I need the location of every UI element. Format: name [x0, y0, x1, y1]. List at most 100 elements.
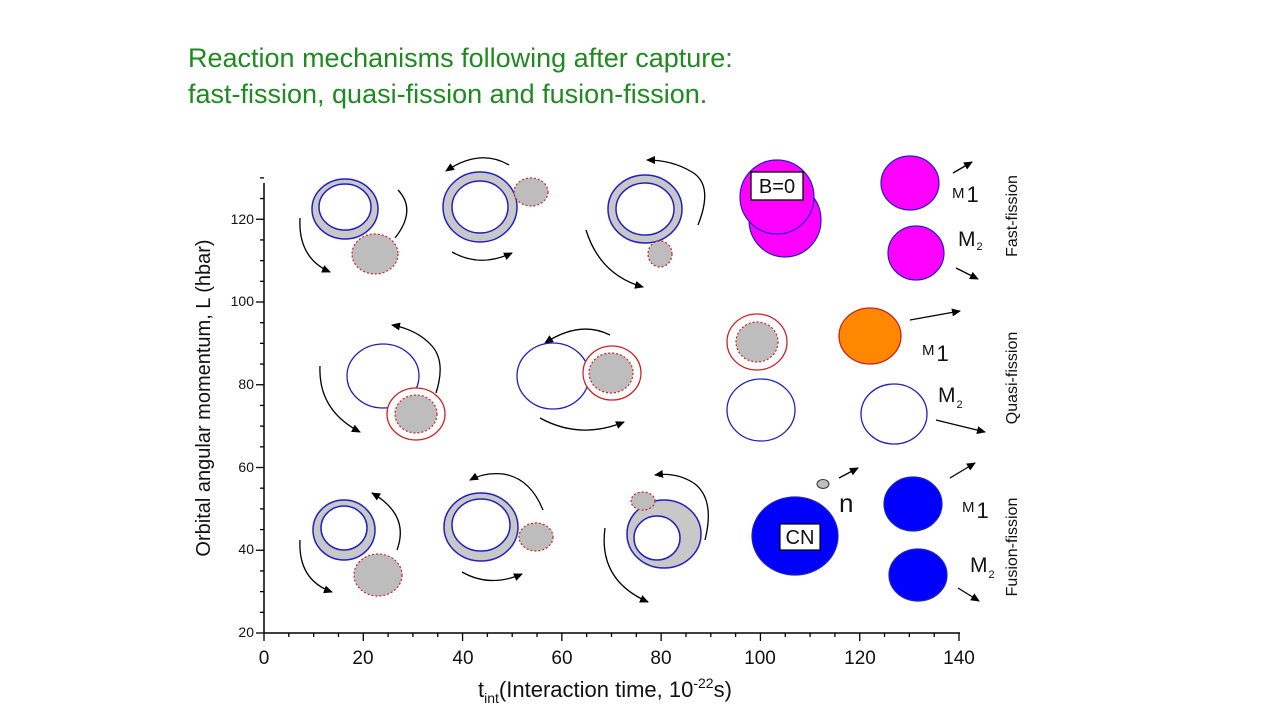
fragment-arrow	[949, 462, 976, 479]
target-nucleus	[513, 177, 549, 207]
fragment-m2	[888, 548, 948, 602]
rotation-arrow	[371, 492, 401, 551]
x-tick-label: 100	[744, 648, 776, 669]
quasi-fission-stage-3	[726, 313, 796, 442]
fusion-fission-stage-3	[603, 470, 709, 603]
ring-hole	[615, 182, 675, 236]
rotation-arrow	[391, 322, 441, 394]
fast-fission-composite: B=0	[739, 159, 822, 258]
projectile-nucleus	[516, 342, 590, 410]
fusion-fission-stage-1	[299, 492, 403, 597]
neutron-label: n	[839, 488, 853, 518]
target-core	[735, 321, 779, 363]
fragment-arrow	[909, 308, 961, 321]
fast-fission-stage-1	[299, 178, 408, 275]
rotation-arrow	[299, 539, 333, 594]
cn-label-box	[779, 523, 821, 551]
band-label-quasi-fission: Quasi-fission	[1004, 332, 1021, 424]
target-core	[588, 352, 634, 394]
mass-label-m1: M1	[922, 341, 949, 366]
rotation-arrow	[646, 156, 706, 226]
target-nucleus	[630, 491, 656, 511]
quasi-fission-fragments: M1 M2	[838, 307, 986, 445]
target-nucleus	[353, 553, 403, 597]
mass-label-m1: M1	[952, 182, 979, 207]
emitted-neutron	[816, 479, 830, 489]
rotation-arrow	[469, 472, 544, 511]
x-tick-label: 140	[943, 648, 975, 669]
fragment-arrow	[957, 587, 980, 602]
neutron-arrow	[838, 467, 859, 479]
fragment-m1	[838, 307, 902, 365]
y-tick-label: 100	[231, 293, 255, 309]
y-tick-label: 20	[238, 624, 254, 640]
title-line-1: Reaction mechanisms following after capt…	[188, 43, 733, 73]
y-axis-title: Orbital angular momentum, L (hbar)	[193, 239, 215, 556]
y-tick-label: 80	[238, 376, 254, 392]
fragment-arrow	[952, 161, 973, 174]
band-labels: Fast-fission Quasi-fission Fusion-fissio…	[1004, 175, 1021, 596]
target-nucleus	[351, 233, 399, 275]
ring-hole	[318, 183, 372, 231]
ring-hole	[451, 498, 511, 552]
fragment-m2	[887, 225, 945, 281]
x-tick-labels: 0 20 40 60 80 100 120 140	[259, 648, 975, 669]
rotation-arrow	[654, 470, 709, 541]
quasi-fission-stage-1	[319, 322, 446, 441]
y-axis-ticks	[256, 177, 264, 634]
rotation-arrow	[461, 571, 523, 582]
b0-label: B=0	[759, 176, 795, 198]
y-tick-label: 40	[238, 541, 254, 557]
fragment-arrow	[935, 419, 986, 434]
ring-hole	[451, 180, 509, 234]
x-tick-label: 60	[551, 648, 572, 669]
fusion-fission-fragments: M1 M2	[883, 462, 995, 602]
fragment-m2	[860, 383, 928, 445]
fragment-arrow	[955, 267, 979, 280]
fast-fission-fragments: M1 M2	[880, 155, 983, 281]
fragment-m1	[880, 155, 940, 211]
mass-label-m2: M2	[970, 554, 995, 581]
mass-label-m1: M1	[962, 498, 989, 523]
ring-hole	[320, 505, 368, 551]
title-line-2: fast-fission, quasi-fission and fusion-f…	[188, 79, 708, 109]
slide-title: Reaction mechanisms following after capt…	[188, 40, 733, 112]
rotation-arrow	[299, 217, 331, 273]
target-nucleus	[647, 240, 673, 268]
x-axis-title: tint(Interaction time, 10-22s)	[478, 675, 732, 706]
ring-hole	[633, 515, 681, 561]
x-tick-label: 20	[352, 648, 373, 669]
x-tick-label: 80	[650, 648, 671, 669]
rotation-arrow	[319, 365, 361, 433]
compound-nucleus-group: CN n	[751, 467, 859, 576]
rotation-arrow	[585, 229, 644, 289]
rotation-arrow	[544, 328, 611, 344]
cn-label: CN	[786, 527, 815, 549]
rotation-arrow	[394, 189, 408, 239]
fast-fission-stage-2	[442, 157, 549, 261]
mass-label-m2: M2	[938, 384, 963, 411]
fragment-m1	[883, 476, 943, 532]
target-core	[394, 394, 438, 434]
y-tick-label: 120	[231, 211, 255, 227]
mass-label-m2: M2	[958, 228, 983, 253]
projectile-nucleus	[726, 378, 796, 442]
fast-fission-stage-3	[585, 156, 706, 289]
x-axis-ticks	[263, 633, 960, 641]
x-tick-label: 120	[844, 648, 876, 669]
rotation-arrow	[451, 251, 513, 261]
band-label-fast-fission: Fast-fission	[1004, 175, 1021, 257]
fusion-fission-stage-2	[443, 472, 554, 582]
x-tick-label: 0	[259, 648, 270, 669]
rotation-arrow	[445, 157, 510, 172]
b0-label-box	[750, 171, 804, 201]
band-label-fusion-fission: Fusion-fission	[1004, 498, 1021, 597]
x-tick-label: 40	[452, 648, 473, 669]
rotation-arrow	[539, 417, 625, 431]
y-tick-labels: 20 40 60 80 100 120	[231, 211, 255, 640]
quasi-fission-stage-2	[516, 328, 642, 431]
rotation-arrow	[603, 527, 649, 603]
y-tick-label: 60	[238, 459, 254, 475]
target-nucleus	[518, 522, 554, 552]
